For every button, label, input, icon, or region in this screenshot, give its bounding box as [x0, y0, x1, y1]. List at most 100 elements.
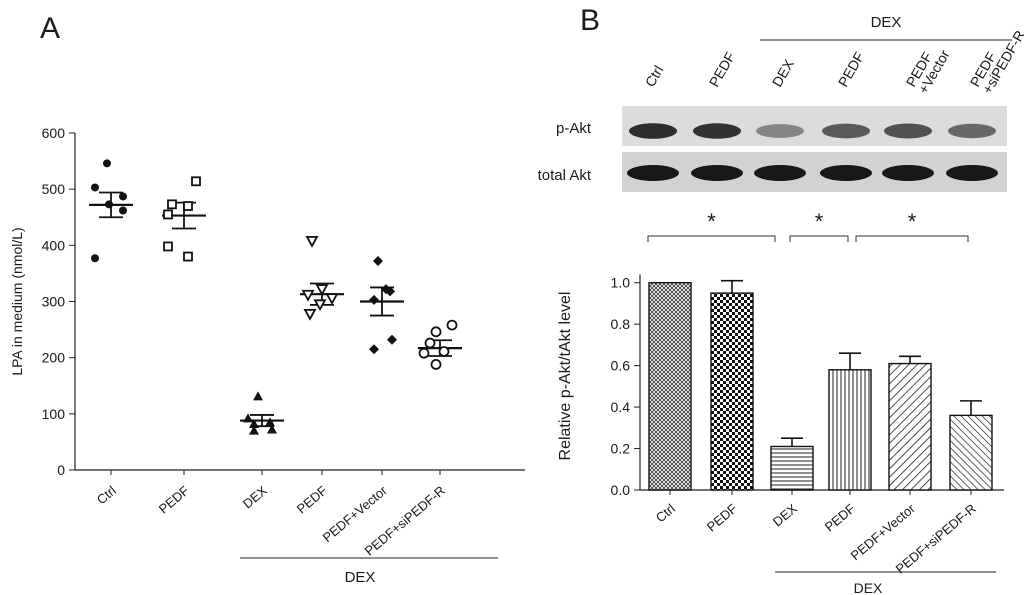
y-tick-label: 200	[42, 350, 66, 366]
x-tick-label: PEDF	[704, 501, 740, 535]
significance-brackets: * * *	[647, 209, 969, 242]
x-tick-label: PEDF	[822, 501, 858, 535]
total-akt-band	[627, 165, 679, 181]
pakt-band	[948, 123, 996, 139]
blot-lane-label-line: PEDF	[706, 49, 739, 89]
y-tick-label: 600	[42, 125, 66, 141]
bar	[888, 362, 932, 491]
data-point-diamond	[385, 286, 395, 297]
data-point-open-circle	[430, 326, 442, 338]
bar	[770, 445, 814, 491]
data-point-triangle-down	[315, 284, 329, 296]
blot-lane-label: PEDF	[706, 49, 739, 89]
total-akt-band	[820, 165, 872, 181]
x-tick-label: PEDF	[156, 483, 192, 517]
data-point-circle	[105, 200, 113, 209]
data-point-triangle-down	[301, 289, 315, 302]
significance-star: *	[815, 209, 824, 234]
blot-lane-labels: Ctrl PEDF DEX PEDF PEDF+Vector PEDF+siPEDF-R	[642, 21, 1024, 97]
y-tick-label: 0.8	[611, 316, 631, 332]
data-point-square	[167, 199, 177, 210]
pakt-band	[884, 123, 932, 139]
significance-star: *	[707, 209, 716, 234]
data-point-square	[183, 251, 193, 262]
blot-lane-label: PEDF+siPEDF-R	[967, 21, 1024, 97]
data-point-square	[183, 201, 193, 211]
panel-b-dex-top-label: DEX	[871, 14, 902, 31]
data-point-diamond	[369, 294, 379, 305]
total-akt-band	[946, 165, 998, 181]
blot-lane-label: PEDF+Vector	[903, 40, 953, 97]
data-point-open-circle	[430, 359, 442, 370]
data-point-circle	[103, 159, 111, 168]
y-axis-title: LPA in medium (nmol/L)	[9, 227, 25, 375]
x-tick-label: Ctrl	[94, 483, 119, 508]
y-tick-label: 100	[42, 406, 66, 422]
bar	[949, 414, 993, 491]
data-point-open-circle	[424, 337, 436, 349]
y-tick-label: 0.6	[611, 358, 631, 374]
total-akt-band	[691, 165, 743, 181]
data-point-square	[163, 209, 173, 220]
bar	[648, 282, 692, 491]
bar	[710, 292, 754, 491]
data-point-diamond	[369, 344, 379, 355]
data-point-square	[163, 241, 173, 252]
y-tick-label: 400	[42, 237, 66, 253]
blot-lane-label-line: Ctrl	[642, 63, 667, 90]
panel-b-dex-bottom-label: DEX	[854, 580, 883, 595]
blot-lane-label-line: DEX	[769, 56, 798, 90]
y-tick-label: 0.0	[611, 482, 631, 498]
panel-a-scatter-plot: 0 100 200 300 400 500 600 LPA in medium (nmol/L…	[9, 125, 525, 559]
panel-a-dex-label: DEX	[345, 569, 376, 586]
data-point-triangle	[243, 413, 253, 423]
data-point-triangle	[249, 418, 259, 428]
data-point-open-circle	[418, 347, 430, 359]
significance-bracket	[647, 235, 776, 242]
data-point-open-circle	[438, 346, 450, 357]
pakt-band	[822, 123, 870, 139]
panel-b-letter: B	[580, 4, 600, 37]
y-axis-title: Relative p-Akt/tAkt level	[557, 292, 574, 461]
data-point-diamond	[373, 256, 383, 267]
data-point-triangle-down	[303, 308, 317, 321]
blot-lane-label: PEDF	[835, 49, 868, 89]
pakt-band	[629, 123, 677, 139]
blot-row-label: p-Akt	[556, 120, 592, 137]
data-point-diamond	[387, 334, 397, 345]
blot-strip-total-akt	[622, 152, 1007, 192]
data-point-triangle-down	[305, 235, 319, 248]
blot-row-label: total Akt	[538, 167, 592, 184]
y-tick-label: 0.2	[611, 441, 631, 457]
total-akt-band	[754, 165, 806, 181]
blot-lane-label: Ctrl	[642, 63, 667, 90]
data-point-triangle-down	[325, 293, 339, 305]
bar	[828, 369, 872, 491]
significance-star: *	[908, 209, 917, 234]
data-point-circle	[91, 254, 99, 263]
pakt-band	[693, 123, 741, 139]
data-point-triangle	[253, 391, 263, 401]
y-tick-label: 0.4	[611, 399, 631, 415]
x-tick-label: DEX	[770, 501, 800, 530]
pakt-band	[756, 124, 804, 138]
data-point-triangle	[265, 417, 275, 427]
data-point-triangle	[249, 425, 259, 435]
x-tick-label: Ctrl	[653, 501, 678, 526]
data-point-circle	[119, 192, 127, 201]
blot-lane-label: DEX	[769, 56, 798, 90]
panel-b-bar-chart: 0.0 0.2 0.4 0.6 0.8 1.0 Relative p-Akt/tAkt le…	[557, 274, 1004, 577]
y-tick-label: 500	[42, 181, 66, 197]
significance-bracket	[789, 235, 849, 242]
western-blot: p-Akt total Akt	[538, 106, 1007, 192]
y-tick-label: 1.0	[611, 275, 631, 291]
data-point-triangle	[267, 424, 277, 434]
blot-strip-pakt	[622, 106, 1007, 146]
x-tick-label: DEX	[240, 483, 270, 512]
y-tick-label: 0	[57, 462, 65, 478]
panel-a-letter: A	[40, 12, 60, 45]
significance-bracket	[855, 235, 969, 242]
data-point-triangle-down	[313, 299, 327, 312]
x-tick-label: PEDF	[294, 483, 330, 517]
